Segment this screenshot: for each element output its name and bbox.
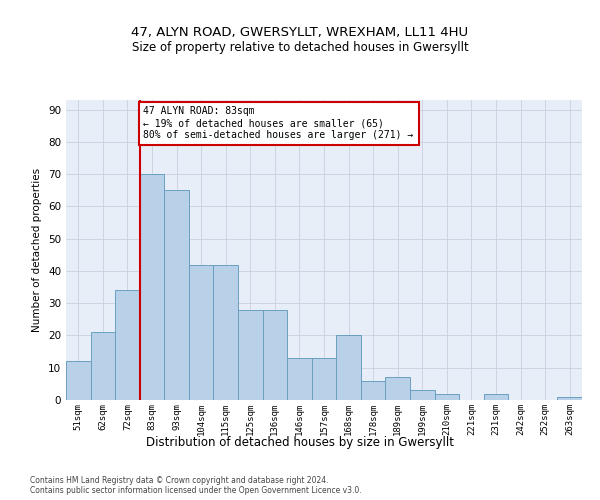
Bar xyxy=(91,332,115,400)
Bar xyxy=(361,380,385,400)
Bar xyxy=(238,310,263,400)
Text: Contains HM Land Registry data © Crown copyright and database right 2024.
Contai: Contains HM Land Registry data © Crown c… xyxy=(30,476,362,495)
Bar xyxy=(385,378,410,400)
Text: 47 ALYN ROAD: 83sqm
← 19% of detached houses are smaller (65)
80% of semi-detach: 47 ALYN ROAD: 83sqm ← 19% of detached ho… xyxy=(143,106,413,140)
Bar xyxy=(336,336,361,400)
Bar xyxy=(434,394,459,400)
Bar xyxy=(189,264,214,400)
Bar xyxy=(484,394,508,400)
Text: Distribution of detached houses by size in Gwersyllt: Distribution of detached houses by size … xyxy=(146,436,454,449)
Bar xyxy=(164,190,189,400)
Bar xyxy=(115,290,140,400)
Bar xyxy=(66,362,91,400)
Bar xyxy=(287,358,312,400)
Bar xyxy=(557,397,582,400)
Bar xyxy=(410,390,434,400)
Bar xyxy=(312,358,336,400)
Y-axis label: Number of detached properties: Number of detached properties xyxy=(32,168,43,332)
Bar xyxy=(214,264,238,400)
Text: Size of property relative to detached houses in Gwersyllt: Size of property relative to detached ho… xyxy=(131,41,469,54)
Bar xyxy=(263,310,287,400)
Bar xyxy=(140,174,164,400)
Text: 47, ALYN ROAD, GWERSYLLT, WREXHAM, LL11 4HU: 47, ALYN ROAD, GWERSYLLT, WREXHAM, LL11 … xyxy=(131,26,469,39)
